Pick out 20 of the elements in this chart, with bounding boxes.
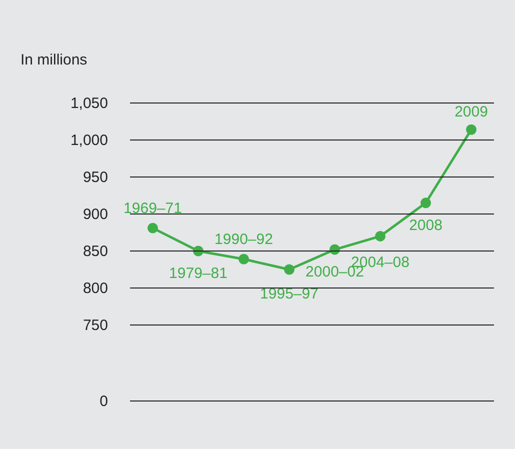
y-tick-label: 950 [82, 169, 108, 186]
point [420, 198, 431, 208]
point [466, 124, 476, 135]
y-axis-title: In millions [20, 52, 88, 68]
x-tick-label: 1969–71 [124, 200, 182, 218]
point [284, 264, 294, 275]
text: 0 [100, 393, 108, 410]
y-tick-label: 900 [82, 206, 108, 223]
point [375, 230, 386, 242]
y-tick-label: 850 [82, 243, 108, 260]
y-tick-label: 1,000 [70, 132, 108, 149]
x-tick-label: 2009 [454, 104, 488, 121]
y-tick-label: 750 [82, 317, 108, 334]
y-tick-label: 1,050 [70, 95, 108, 112]
x-tick-label: 1979–81 [169, 265, 228, 282]
x-tick-label: 2008 [409, 216, 442, 234]
point [238, 254, 249, 264]
point [148, 222, 158, 234]
y-tick-label: 800 [82, 280, 108, 297]
x-tick-label: 1990–92 [214, 231, 273, 248]
